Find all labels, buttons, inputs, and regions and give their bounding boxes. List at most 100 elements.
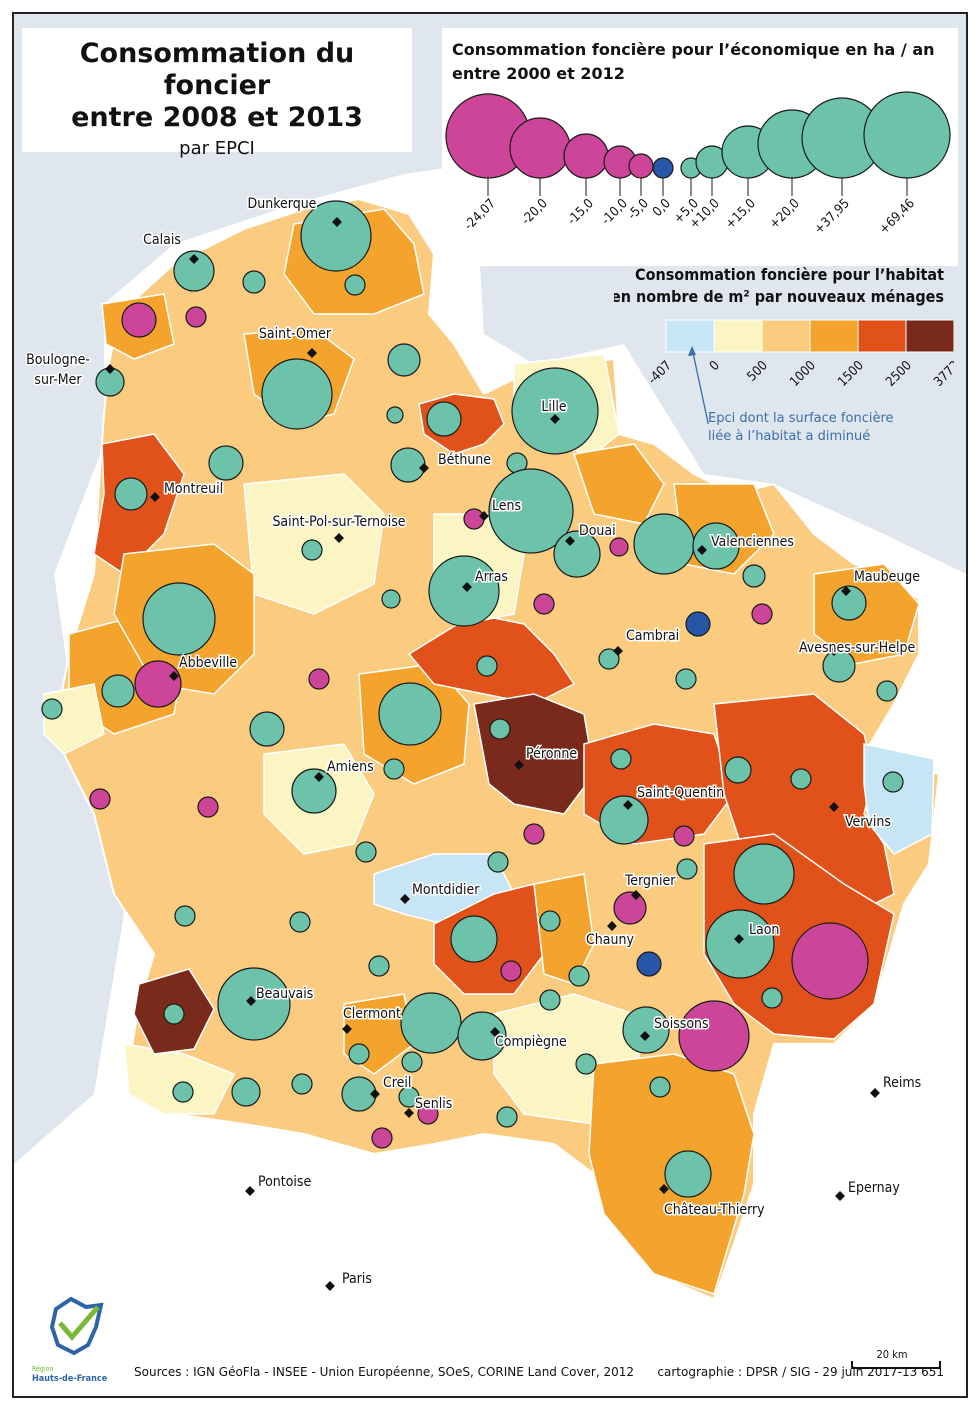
negative-circle bbox=[197, 796, 219, 818]
positive-circle bbox=[822, 649, 856, 683]
logo-line1: Région bbox=[32, 1365, 54, 1373]
city-label: Amiens bbox=[327, 759, 374, 775]
city-marker bbox=[325, 1281, 335, 1291]
city-label: Lens bbox=[492, 498, 521, 514]
legend-economic-circle bbox=[628, 153, 654, 179]
positive-circle bbox=[761, 987, 783, 1009]
city-marker bbox=[631, 890, 641, 900]
positive-circle bbox=[300, 200, 372, 272]
positive-circle bbox=[348, 1043, 370, 1065]
positive-circle bbox=[488, 468, 574, 554]
city-marker bbox=[334, 533, 344, 543]
city-marker bbox=[150, 492, 160, 502]
positive-circle bbox=[649, 1076, 671, 1098]
city-label: Paris bbox=[342, 1271, 372, 1287]
legend-economic-circles: -24,07 -20,0 -15,0 -10,0-5,00,0+5,0+10,0 +15… bbox=[445, 91, 951, 237]
positive-circle bbox=[539, 910, 561, 932]
legend-economic-label: -20,0 bbox=[519, 196, 551, 228]
negative-circle bbox=[751, 603, 773, 625]
positive-circle bbox=[142, 582, 216, 656]
positive-circle bbox=[390, 447, 426, 483]
city-label: Soissons bbox=[654, 1016, 709, 1032]
positive-circle bbox=[598, 648, 620, 670]
positive-circle bbox=[381, 589, 401, 609]
city-marker bbox=[400, 894, 410, 904]
positive-circle bbox=[291, 768, 337, 814]
city-marker bbox=[734, 934, 744, 944]
zero-circle bbox=[685, 611, 711, 637]
map-frame: Dunkerque Calais Saint-Omer Boulogne-sur-Me… bbox=[12, 12, 968, 1398]
negative-circle bbox=[533, 593, 555, 615]
legend-economic-label: +20,0 bbox=[767, 196, 803, 232]
legend-economic-label: +69,46 bbox=[877, 196, 918, 237]
positive-circle bbox=[742, 564, 766, 588]
city-label: Avesnes-sur-Helpe bbox=[799, 640, 916, 656]
map-title-line2: entre 2008 et 2013 bbox=[71, 102, 363, 133]
economic-circles bbox=[41, 200, 904, 1198]
negative-circle bbox=[308, 668, 330, 690]
legend-box: Consommation foncière pour l’économique … bbox=[442, 28, 958, 266]
city-label: Douai bbox=[579, 523, 616, 539]
city-marker bbox=[613, 646, 623, 656]
legend-habitat-break: 1500 bbox=[835, 358, 867, 390]
positive-circle bbox=[511, 367, 599, 455]
positive-circle bbox=[368, 955, 390, 977]
legend-habitat-break: 500 bbox=[744, 358, 770, 384]
city-marker bbox=[314, 772, 324, 782]
city-marker bbox=[565, 536, 575, 546]
note-line1: Epci dont la surface foncière bbox=[708, 411, 894, 426]
map-title-line1: Consommation du foncier bbox=[79, 38, 355, 101]
positive-circle bbox=[231, 1077, 261, 1107]
legend-habitat-swatch bbox=[665, 319, 715, 353]
city-marker bbox=[245, 1186, 255, 1196]
positive-circle bbox=[487, 851, 509, 873]
city-label: Compiègne bbox=[495, 1034, 567, 1050]
city-marker bbox=[169, 671, 179, 681]
city-label: Château-Thierry bbox=[664, 1202, 765, 1218]
city-label: Epernay bbox=[848, 1180, 900, 1196]
city-label: Reims bbox=[883, 1075, 921, 1091]
city-label: Abbeville bbox=[179, 655, 237, 671]
scale-bar-label: 20 km bbox=[876, 1348, 907, 1361]
scale-bar: 20 km bbox=[851, 1348, 941, 1369]
legend-habitat-break: 2500 bbox=[883, 358, 915, 390]
city-label: Calais bbox=[143, 232, 181, 248]
positive-circle bbox=[261, 358, 333, 430]
city-label: Saint-Quentin bbox=[637, 785, 724, 801]
legend-economic-title-line1: Consommation foncière pour l’économique … bbox=[452, 40, 935, 59]
city-marker bbox=[841, 586, 851, 596]
positive-circle bbox=[553, 530, 601, 578]
city-marker bbox=[479, 511, 489, 521]
legend-economic-title-line2: entre 2000 et 2012 bbox=[452, 64, 625, 83]
city-marker bbox=[550, 414, 560, 424]
positive-circle bbox=[217, 967, 291, 1041]
negative-circle bbox=[673, 825, 695, 847]
city-marker bbox=[332, 217, 342, 227]
epci-south-yellow bbox=[123, 1043, 236, 1115]
positive-circle bbox=[622, 1006, 670, 1054]
city-marker bbox=[870, 1088, 880, 1098]
negative-circle bbox=[613, 891, 647, 925]
negative-circle bbox=[791, 922, 869, 1000]
positive-circle bbox=[426, 401, 462, 437]
legend-habitat-swatch bbox=[761, 319, 811, 353]
positive-circle bbox=[457, 1011, 507, 1061]
legend-habitat-swatch bbox=[905, 319, 954, 353]
logo-line2: Hauts-de-France bbox=[32, 1374, 108, 1384]
negative-circle bbox=[609, 537, 629, 557]
city-marker bbox=[307, 348, 317, 358]
positive-circle bbox=[378, 682, 442, 746]
positive-circle bbox=[476, 655, 498, 677]
legend-habitat-swatch bbox=[713, 319, 763, 353]
legend-habitat-title-line2: en nombre de m² par nouveaux ménages bbox=[614, 287, 944, 306]
city-marker bbox=[640, 1031, 650, 1041]
legend-habitat-swatch bbox=[809, 319, 859, 353]
city-marker bbox=[462, 582, 472, 592]
positive-circle bbox=[386, 406, 404, 424]
positive-circle bbox=[355, 841, 377, 863]
legend-habitat-break: 3772 bbox=[931, 358, 954, 390]
positive-circle bbox=[450, 915, 498, 963]
legend-habitat-swatch bbox=[857, 319, 907, 353]
map-canvas: Dunkerque Calais Saint-Omer Boulogne-sur-Me… bbox=[14, 164, 966, 1396]
city-label: Clermont bbox=[343, 1006, 401, 1022]
